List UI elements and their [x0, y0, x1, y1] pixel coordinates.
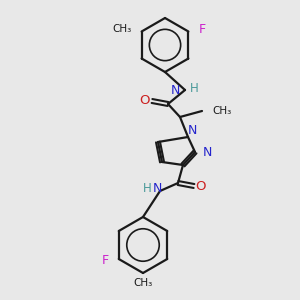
Text: O: O [140, 94, 150, 107]
Text: N: N [187, 124, 197, 137]
Text: N: N [171, 83, 180, 97]
Text: CH₃: CH₃ [134, 278, 153, 288]
Text: F: F [198, 23, 206, 36]
Text: F: F [102, 254, 109, 268]
Text: CH₃: CH₃ [212, 106, 231, 116]
Text: CH₃: CH₃ [112, 25, 132, 34]
Text: O: O [196, 179, 206, 193]
Text: H: H [143, 182, 152, 196]
Text: N: N [153, 182, 162, 196]
Text: H: H [190, 82, 199, 94]
Text: N: N [203, 146, 212, 158]
